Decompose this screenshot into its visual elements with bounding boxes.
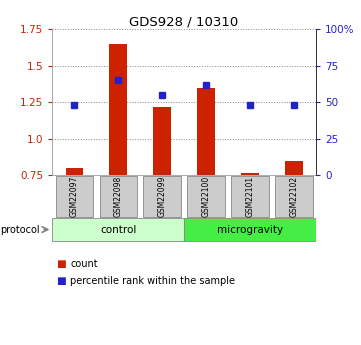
Bar	[241, 173, 259, 175]
FancyBboxPatch shape	[184, 218, 316, 241]
FancyBboxPatch shape	[275, 176, 313, 217]
Title: GDS928 / 10310: GDS928 / 10310	[130, 15, 239, 28]
Bar	[65, 168, 83, 175]
Text: microgravity: microgravity	[217, 225, 283, 235]
Text: GSM22099: GSM22099	[158, 176, 167, 217]
Text: ■: ■	[56, 276, 66, 286]
Text: protocol: protocol	[0, 225, 40, 235]
Text: control: control	[100, 225, 136, 235]
Text: percentile rank within the sample: percentile rank within the sample	[70, 276, 235, 286]
FancyBboxPatch shape	[231, 176, 269, 217]
Text: GSM22098: GSM22098	[114, 176, 123, 217]
Text: ■: ■	[56, 259, 66, 269]
Bar	[197, 88, 215, 175]
Text: GSM22097: GSM22097	[70, 176, 79, 217]
Text: GSM22102: GSM22102	[290, 176, 299, 217]
Text: count: count	[70, 259, 98, 269]
Bar	[109, 44, 127, 175]
Text: GSM22100: GSM22100	[201, 176, 210, 217]
FancyBboxPatch shape	[143, 176, 181, 217]
FancyBboxPatch shape	[56, 176, 93, 217]
FancyBboxPatch shape	[100, 176, 137, 217]
Bar	[285, 161, 303, 175]
Bar	[153, 107, 171, 175]
FancyBboxPatch shape	[187, 176, 225, 217]
FancyBboxPatch shape	[52, 218, 184, 241]
Text: GSM22101: GSM22101	[245, 176, 255, 217]
